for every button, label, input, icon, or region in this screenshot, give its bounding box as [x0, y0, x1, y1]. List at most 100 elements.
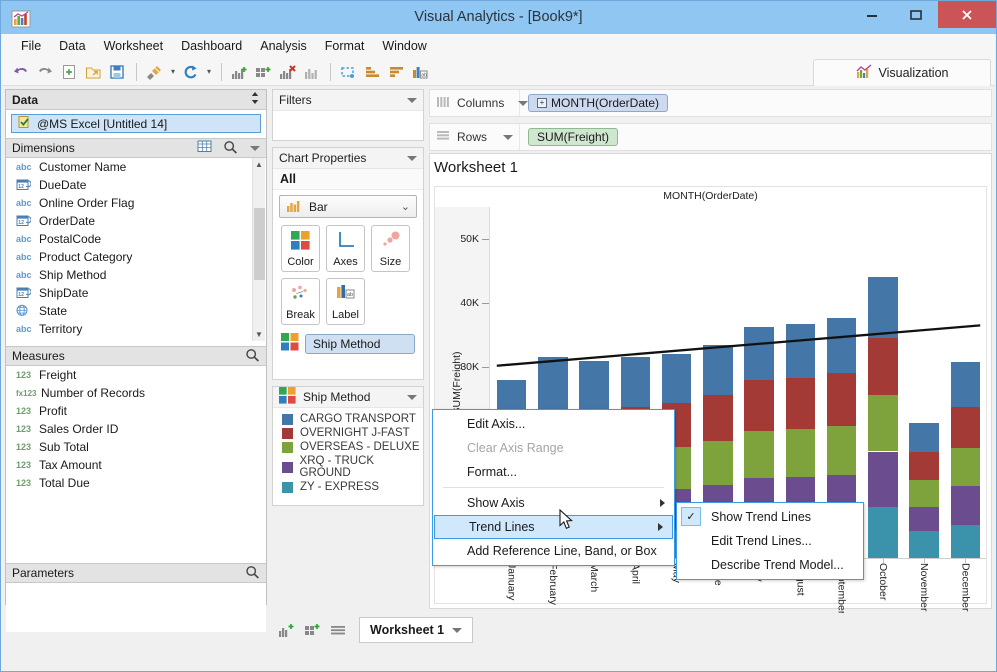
search-icon[interactable] — [245, 565, 260, 582]
new-story-icon[interactable] — [327, 619, 349, 641]
bar-segment[interactable] — [579, 360, 609, 413]
measure-item[interactable]: 123 Freight — [6, 366, 266, 384]
menu-item-format[interactable]: Format — [324, 39, 365, 53]
dimensions-scrollbar[interactable]: ▲ ▼ — [252, 158, 265, 341]
measure-item[interactable]: 123 Sales Order ID — [6, 420, 266, 438]
bar-segment[interactable] — [744, 380, 774, 431]
trend-lines-submenu[interactable]: ✓ Show Trend Lines Edit Trend Lines... D… — [676, 502, 864, 580]
refresh-dropdown-caret[interactable]: ▾ — [206, 67, 211, 76]
measure-item[interactable]: 123 Tax Amount — [6, 456, 266, 474]
bar-stack[interactable] — [950, 361, 981, 559]
axis-context-menu[interactable]: Edit Axis... Clear Axis Range Format... … — [432, 409, 675, 566]
bar-segment[interactable] — [868, 395, 898, 452]
close-icon[interactable] — [938, 1, 996, 28]
open-icon[interactable] — [82, 61, 104, 83]
measure-item[interactable]: fx123 Number of Records — [6, 384, 266, 402]
bar-stack[interactable] — [868, 276, 898, 559]
x-axis-tick-label[interactable]: February — [546, 563, 559, 606]
measure-item[interactable]: 123 Sub Total — [6, 438, 266, 456]
x-axis-tick-label[interactable]: April — [629, 563, 642, 585]
clear-sheet-icon[interactable] — [276, 61, 298, 83]
bar-segment[interactable] — [703, 394, 733, 442]
context-menu-item-add-reference-line[interactable]: Add Reference Line, Band, or Box — [433, 539, 674, 563]
search-icon[interactable] — [223, 140, 238, 157]
bar-segment[interactable] — [950, 447, 981, 487]
dimension-item[interactable]: abc Territory — [6, 320, 266, 338]
legend-item[interactable]: ZY - EXPRESS — [273, 480, 423, 494]
submenu-item-describe-trend-model[interactable]: Describe Trend Model... — [677, 553, 863, 577]
connect-icon[interactable] — [143, 61, 165, 83]
size-button[interactable]: Size — [371, 225, 410, 272]
dimension-item[interactable]: abc Customer Name — [6, 158, 266, 176]
rows-dropdown-caret[interactable] — [503, 134, 513, 140]
measure-item[interactable]: 123 Profit — [6, 402, 266, 420]
x-axis-tick-label[interactable]: October — [876, 563, 889, 601]
bar-segment[interactable] — [950, 525, 981, 559]
menu-item-file[interactable]: File — [21, 39, 42, 53]
marks-dropdown-caret[interactable] — [407, 155, 417, 161]
dimension-item[interactable]: abc PostalCode — [6, 230, 266, 248]
worksheet-tab[interactable]: Worksheet 1 — [359, 617, 474, 643]
bar-segment[interactable] — [620, 357, 651, 408]
chevron-down-icon[interactable]: ⌄ — [400, 201, 410, 213]
bar-segment[interactable] — [785, 324, 816, 378]
bar-segment[interactable] — [744, 431, 774, 479]
submenu-item-show-trend-lines[interactable]: ✓ Show Trend Lines — [677, 505, 863, 529]
legend-item[interactable]: OVERNIGHT J-FAST — [273, 426, 423, 440]
bar-segment[interactable] — [868, 507, 898, 559]
bar-segment[interactable] — [703, 344, 733, 395]
rows-shelf[interactable]: Rows SUM(Freight) — [429, 123, 992, 151]
x-axis-tick-label[interactable]: January — [505, 563, 518, 601]
view-data-icon[interactable] — [197, 140, 212, 156]
bar-segment[interactable] — [744, 327, 774, 381]
legend-item[interactable]: CARGO TRANSPORT — [273, 412, 423, 426]
legend-item[interactable]: OVERSEAS - DELUXE — [273, 440, 423, 454]
visualization-tab[interactable]: Visualization — [813, 59, 991, 86]
scroll-up-icon[interactable]: ▲ — [255, 160, 263, 169]
bar-stack[interactable] — [909, 422, 939, 559]
datasource-item[interactable]: @MS Excel [Untitled 14] — [11, 114, 261, 133]
bar-segment[interactable] — [909, 480, 939, 508]
save-icon[interactable] — [106, 61, 128, 83]
bar-segment[interactable] — [661, 354, 692, 403]
menu-item-dashboard[interactable]: Dashboard — [181, 39, 243, 53]
scrollbar-thumb[interactable] — [254, 208, 265, 280]
bar-segment[interactable] — [909, 452, 939, 481]
context-menu-item-trend-lines[interactable]: Trend Lines — [434, 515, 673, 539]
columns-pill[interactable]: + MONTH(OrderDate) — [528, 94, 669, 112]
search-icon[interactable] — [245, 348, 260, 365]
menu-item-worksheet[interactable]: Worksheet — [103, 39, 164, 53]
dimension-item[interactable]: abc Online Order Flag — [6, 194, 266, 212]
dimension-item[interactable]: abc Product Category — [6, 248, 266, 266]
new-sheet-icon[interactable] — [58, 61, 80, 83]
context-menu-item-edit-axis[interactable]: Edit Axis... — [433, 412, 674, 436]
maximize-icon[interactable] — [894, 1, 938, 28]
dimension-item[interactable]: abc Ship Method — [6, 266, 266, 284]
x-axis-tick-label[interactable]: November — [918, 563, 931, 612]
redo-icon[interactable] — [34, 61, 56, 83]
break-button[interactable]: Break — [281, 278, 320, 325]
bar-segment[interactable] — [950, 361, 981, 408]
bar-segment[interactable] — [868, 337, 898, 396]
rows-pill[interactable]: SUM(Freight) — [528, 128, 619, 146]
mark-type-dropdown[interactable]: Bar ⌄ — [279, 195, 417, 218]
bar-segment[interactable] — [950, 407, 981, 448]
color-button[interactable]: Color — [281, 225, 320, 272]
menu-item-window[interactable]: Window — [382, 39, 427, 53]
bar-segment[interactable] — [785, 377, 816, 430]
bar-segment[interactable] — [826, 318, 857, 374]
context-menu-item-show-axis[interactable]: Show Axis — [433, 491, 674, 515]
refresh-icon[interactable] — [179, 61, 201, 83]
worksheet-tab-caret[interactable] — [452, 627, 463, 633]
marks-color-pill[interactable]: Ship Method — [305, 333, 415, 354]
show-me-icon[interactable]: ab — [409, 61, 431, 83]
columns-shelf[interactable]: Columns + MONTH(OrderDate) — [429, 89, 992, 117]
resize-updown-icon[interactable] — [250, 91, 260, 108]
filters-dropdown-caret[interactable] — [407, 97, 417, 103]
legend-item[interactable]: XRQ - TRUCK GROUND — [273, 454, 423, 480]
bar-segment[interactable] — [868, 451, 898, 508]
bar-segment[interactable] — [909, 531, 939, 559]
menu-item-analysis[interactable]: Analysis — [260, 39, 307, 53]
axes-button[interactable]: Axes — [326, 225, 365, 272]
bar-segment[interactable] — [826, 425, 857, 476]
